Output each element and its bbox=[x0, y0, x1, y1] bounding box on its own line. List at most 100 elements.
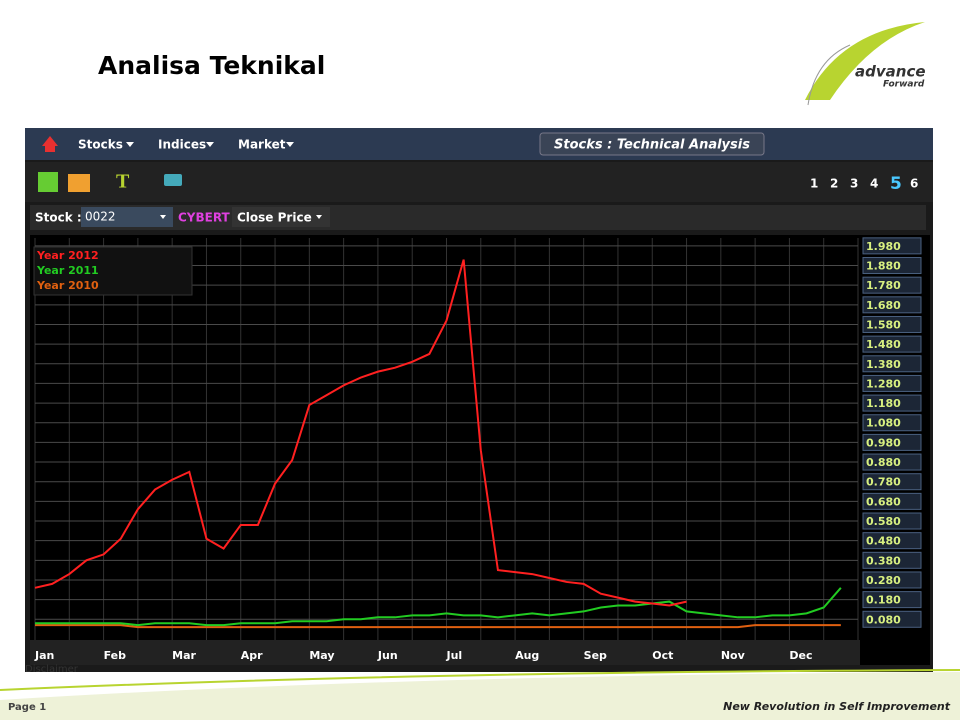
y-tick-box bbox=[862, 237, 922, 255]
series-line bbox=[34, 259, 687, 607]
x-tick-label: Oct bbox=[652, 649, 673, 662]
stock-code: 0022 bbox=[85, 210, 116, 224]
footer-band bbox=[0, 672, 960, 720]
window-title-box bbox=[539, 132, 765, 156]
page-button[interactable]: 5 bbox=[890, 174, 902, 194]
y-tick-label: 0.680 bbox=[866, 495, 901, 508]
dropdown-arrow bbox=[126, 142, 134, 147]
y-tick-box bbox=[862, 257, 922, 275]
y-tick-label: 1.680 bbox=[866, 299, 901, 312]
x-axis-panel bbox=[30, 640, 860, 665]
y-tick-box bbox=[862, 571, 922, 589]
y-tick-box bbox=[862, 551, 922, 569]
dropdown-arrow bbox=[160, 215, 166, 219]
dropdown-arrow bbox=[316, 215, 322, 219]
y-tick-box bbox=[862, 453, 922, 471]
y-tick-label: 0.880 bbox=[866, 456, 901, 469]
page-button[interactable]: 2 bbox=[830, 177, 838, 191]
y-tick-label: 1.780 bbox=[866, 279, 901, 292]
logo-subtext: Forward bbox=[883, 80, 925, 90]
y-tick-label: 1.880 bbox=[866, 260, 901, 273]
logo-line bbox=[807, 44, 851, 106]
home-icon[interactable] bbox=[42, 136, 58, 152]
y-tick-box bbox=[862, 610, 922, 628]
y-tick-label: 0.280 bbox=[866, 574, 901, 587]
y-tick-label: 1.980 bbox=[866, 240, 901, 253]
field-select[interactable] bbox=[232, 207, 330, 227]
page-button[interactable]: 4 bbox=[870, 177, 878, 191]
toolbar bbox=[25, 162, 933, 202]
x-tick-label: Sep bbox=[584, 649, 607, 662]
y-tick-box bbox=[862, 433, 922, 451]
y-tick-label: 1.380 bbox=[866, 358, 901, 371]
y-tick-box bbox=[862, 473, 922, 491]
y-tick-label: 0.180 bbox=[866, 594, 901, 607]
logo-text: advance bbox=[855, 63, 926, 81]
y-tick-box bbox=[862, 355, 922, 373]
x-tick-label: Mar bbox=[172, 649, 196, 662]
footer-swoosh bbox=[0, 669, 960, 691]
tagline: New Revolution in Self Improvement bbox=[723, 700, 951, 713]
field-name: Close Price bbox=[237, 211, 312, 225]
stock-label: Stock : bbox=[35, 211, 82, 225]
x-tick-label: Jun bbox=[377, 649, 398, 662]
series-line bbox=[35, 587, 842, 627]
page-button[interactable]: 3 bbox=[850, 177, 858, 191]
stock-bar bbox=[30, 205, 926, 230]
menu-bar bbox=[25, 128, 933, 160]
page-button[interactable]: 6 bbox=[910, 177, 918, 191]
series-line bbox=[35, 624, 841, 629]
y-tick-label: 0.080 bbox=[866, 613, 901, 626]
legend-entry: Year 2010 bbox=[36, 279, 99, 292]
y-tick-box bbox=[862, 296, 922, 314]
comment-icon[interactable] bbox=[164, 174, 182, 186]
y-tick-label: 1.480 bbox=[866, 338, 901, 351]
stock-name: CYBERT bbox=[178, 211, 231, 225]
x-tick-label: May bbox=[309, 649, 334, 662]
plot-area bbox=[30, 235, 860, 665]
y-tick-box bbox=[862, 414, 922, 432]
y-tick-box bbox=[862, 532, 922, 550]
y-tick-label: 0.580 bbox=[866, 515, 901, 528]
legend-entry: Year 2012 bbox=[36, 249, 99, 262]
window-title: Stocks : Technical Analysis bbox=[554, 138, 750, 153]
x-tick-label: Feb bbox=[104, 649, 127, 662]
disclaimer: Disclaimer bbox=[25, 664, 79, 675]
x-tick-label: Apr bbox=[241, 649, 263, 662]
y-tick-label: 1.080 bbox=[866, 417, 901, 430]
page-number: Page 1 bbox=[8, 702, 46, 713]
text-tool-icon[interactable]: T bbox=[116, 171, 130, 193]
x-tick-label: Dec bbox=[789, 649, 812, 662]
menu-item[interactable]: Stocks bbox=[78, 138, 123, 152]
menu-item[interactable]: Market bbox=[238, 138, 286, 152]
y-tick-label: 0.980 bbox=[866, 436, 901, 449]
x-tick-label: Nov bbox=[721, 649, 746, 662]
y-tick-label: 1.280 bbox=[866, 377, 901, 390]
y-tick-box bbox=[862, 335, 922, 353]
x-tick-label: Aug bbox=[515, 649, 539, 662]
y-tick-box bbox=[862, 374, 922, 392]
x-tick-label: Jan bbox=[34, 649, 54, 662]
x-tick-label: Jul bbox=[446, 649, 463, 662]
y-tick-box bbox=[862, 276, 922, 294]
logo-swoosh bbox=[805, 22, 925, 100]
save-icon[interactable] bbox=[38, 172, 58, 192]
page-button[interactable]: 1 bbox=[810, 177, 818, 191]
y-tick-label: 0.780 bbox=[866, 476, 901, 489]
y-tick-box bbox=[862, 512, 922, 530]
y-tick-box bbox=[862, 591, 922, 609]
menu-item[interactable]: Indices bbox=[158, 138, 206, 152]
y-tick-box bbox=[862, 492, 922, 510]
slide-title: Analisa Teknikal bbox=[98, 51, 325, 80]
y-tick-box bbox=[862, 394, 922, 412]
legend-entry: Year 2011 bbox=[36, 264, 99, 277]
y-tick-label: 0.380 bbox=[866, 554, 901, 567]
y-tick-box bbox=[862, 315, 922, 333]
stock-select[interactable] bbox=[81, 207, 173, 227]
open-icon[interactable] bbox=[68, 174, 90, 192]
y-tick-label: 1.580 bbox=[866, 318, 901, 331]
y-tick-label: 0.480 bbox=[866, 535, 901, 548]
y-tick-label: 1.180 bbox=[866, 397, 901, 410]
